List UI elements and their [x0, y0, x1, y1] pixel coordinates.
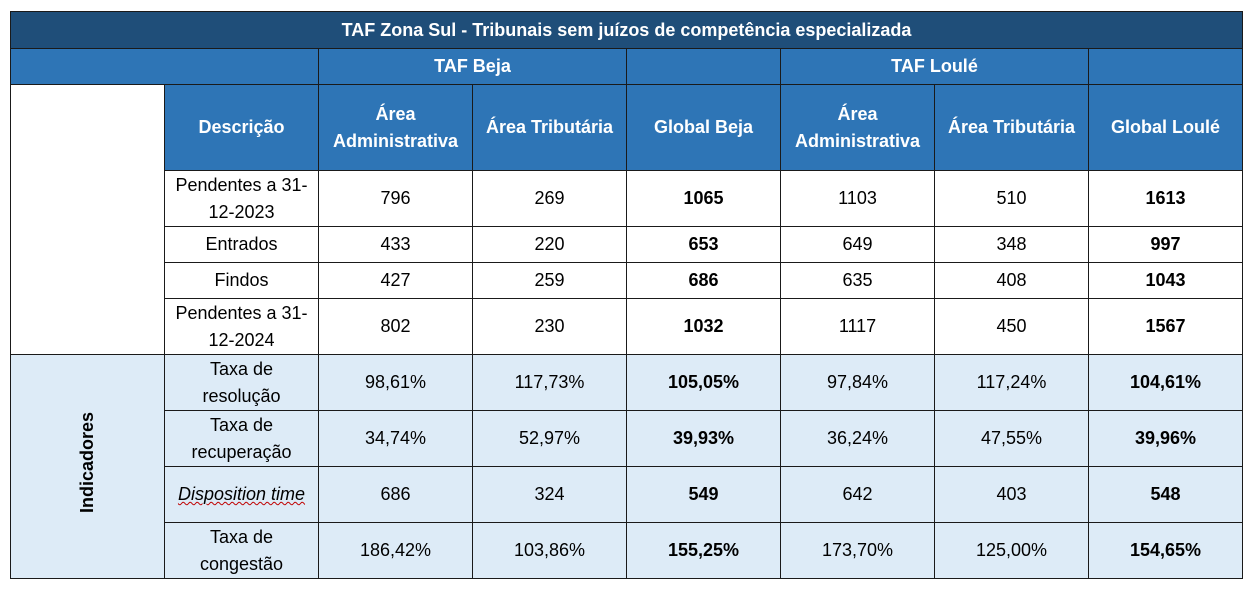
- table-row: Pendentes a 31-12-2023 796 269 1065 1103…: [11, 170, 1244, 227]
- table-row: Disposition time 686 324 549 642 403 548: [11, 466, 1244, 523]
- cell-global: 1065: [626, 170, 781, 227]
- row-label: Taxa de resolução: [164, 354, 319, 411]
- group-header-loule: TAF Loulé: [780, 48, 1089, 85]
- cell: 324: [472, 466, 627, 523]
- cell: 403: [934, 466, 1089, 523]
- col-header-descricao: Descrição: [164, 84, 319, 171]
- cell-global: 1032: [626, 298, 781, 355]
- group-header-empty: [1087, 48, 1244, 85]
- cell: 635: [780, 262, 935, 299]
- cell: 1117: [780, 298, 935, 355]
- table-row: Taxa de congestão 186,42% 103,86% 155,25…: [11, 522, 1244, 579]
- table-row: Indicadores Taxa de resolução 98,61% 117…: [10, 354, 1244, 579]
- cell: 52,97%: [472, 410, 627, 467]
- cell: 269: [472, 170, 627, 227]
- stats-table: TAF Zona Sul - Tribunais sem juízos de c…: [9, 11, 1244, 579]
- cell: 97,84%: [780, 354, 935, 411]
- cell: 173,70%: [780, 522, 935, 579]
- cell-global: 154,65%: [1087, 522, 1244, 579]
- cell: 186,42%: [318, 522, 473, 579]
- cell: 433: [318, 226, 473, 263]
- group-header-empty: [10, 48, 319, 85]
- cell-global: 653: [626, 226, 781, 263]
- cell-global: 997: [1087, 226, 1244, 263]
- table-row: Pendentes a 31-12-2024 802 230 1032 1117…: [11, 298, 1244, 355]
- cell: 230: [472, 298, 627, 355]
- col-header-trib-beja: Área Tributária: [472, 84, 627, 171]
- cell: 796: [318, 170, 473, 227]
- cell: 259: [472, 262, 627, 299]
- section-indicadores-label: Indicadores: [77, 411, 97, 514]
- cell-global: 1567: [1087, 298, 1244, 355]
- row-label: Findos: [164, 262, 319, 299]
- col-header-global-loule: Global Loulé: [1087, 84, 1244, 171]
- cell: 642: [780, 466, 935, 523]
- col-header-adm-loule: Área Administrativa: [780, 84, 935, 171]
- table-row: Entrados 433 220 653 649 348 997: [11, 226, 1244, 263]
- cell-global: 1613: [1087, 170, 1244, 227]
- cell-global: 104,61%: [1087, 354, 1244, 411]
- cell: 802: [318, 298, 473, 355]
- row-label-italic: Disposition time: [177, 484, 306, 504]
- section-movimento: Movimento: [10, 84, 165, 355]
- cell-global: 105,05%: [626, 354, 781, 411]
- col-header-adm-beja: Área Administrativa: [318, 84, 473, 171]
- cell: 98,61%: [318, 354, 473, 411]
- col-header-global-beja: Global Beja: [626, 84, 781, 171]
- cell: 36,24%: [780, 410, 935, 467]
- cell: 450: [934, 298, 1089, 355]
- cell: 47,55%: [934, 410, 1089, 467]
- cell: 510: [934, 170, 1089, 227]
- row-label: Taxa de congestão: [164, 522, 319, 579]
- table-title: TAF Zona Sul - Tribunais sem juízos de c…: [9, 11, 1244, 49]
- group-header-empty: [626, 48, 781, 85]
- cell: 125,00%: [934, 522, 1089, 579]
- row-label: Entrados: [164, 226, 319, 263]
- row-label: Disposition time: [164, 466, 319, 523]
- col-header-trib-loule: Área Tributária: [934, 84, 1089, 171]
- cell: 117,73%: [472, 354, 627, 411]
- cell: 1103: [780, 170, 935, 227]
- table-row: Taxa de recuperação 34,74% 52,97% 39,93%…: [11, 410, 1244, 467]
- cell: 34,74%: [318, 410, 473, 467]
- section-movimento-label: Movimento: [77, 167, 97, 263]
- cell: 427: [318, 262, 473, 299]
- cell-global: 686: [626, 262, 781, 299]
- cell-global: 1043: [1087, 262, 1244, 299]
- section-indicadores: Indicadores: [10, 354, 165, 579]
- cell: 348: [934, 226, 1089, 263]
- cell-global: 155,25%: [626, 522, 781, 579]
- cell-global: 548: [1087, 466, 1244, 523]
- cell: 686: [318, 466, 473, 523]
- cell-global: 39,96%: [1087, 410, 1244, 467]
- cell: 649: [780, 226, 935, 263]
- cell-global: 39,93%: [626, 410, 781, 467]
- cell-global: 549: [626, 466, 781, 523]
- cell: 408: [934, 262, 1089, 299]
- row-label: Pendentes a 31-12-2023: [164, 170, 319, 227]
- row-label: Pendentes a 31-12-2024: [164, 298, 319, 355]
- row-label: Taxa de recuperação: [164, 410, 319, 467]
- group-header-beja: TAF Beja: [318, 48, 627, 85]
- cell: 117,24%: [934, 354, 1089, 411]
- cell: 103,86%: [472, 522, 627, 579]
- table-row: Findos 427 259 686 635 408 1043: [11, 262, 1244, 299]
- cell: 220: [472, 226, 627, 263]
